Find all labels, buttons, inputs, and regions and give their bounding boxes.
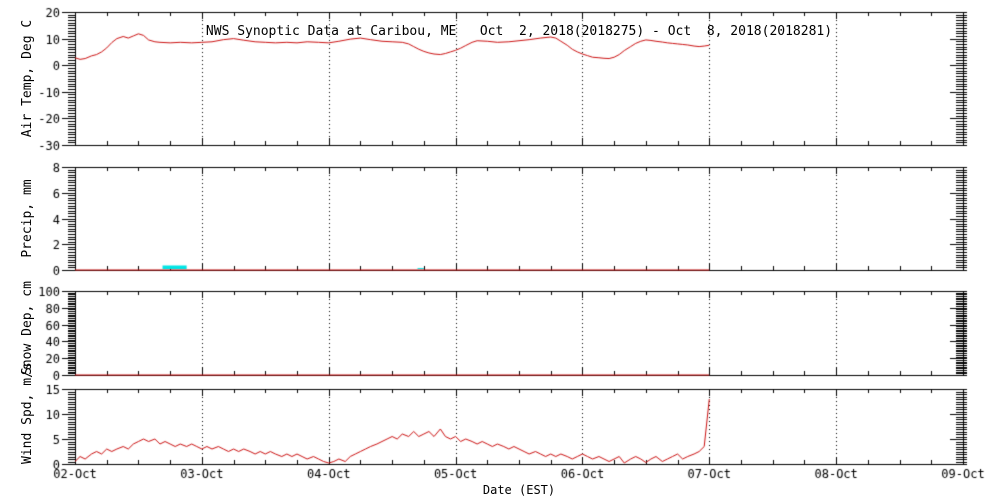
y-axis-label-wind-spd: Wind Spd, m/s [20,362,35,464]
y-axis-label-precip: Precip, mm [20,179,35,258]
chart-title: NWS Synoptic Data at Caribou, ME Oct 2, … [205,24,833,39]
y-axis-label-air-temp: Air Temp, Deg C [20,19,35,138]
x-axis-label: Date (EST) [482,483,556,497]
